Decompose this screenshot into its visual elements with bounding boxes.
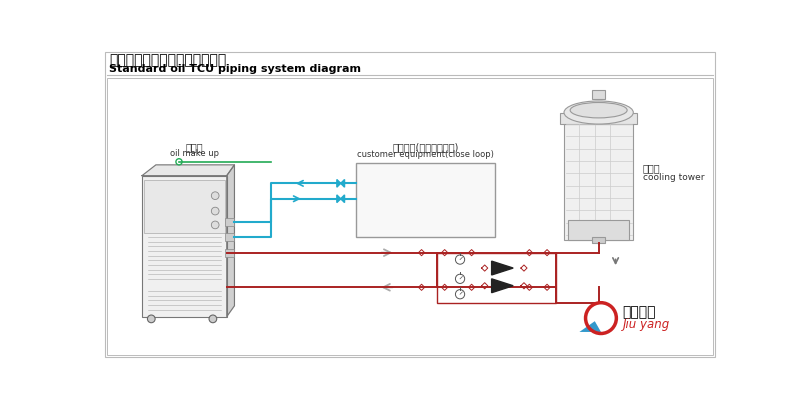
Ellipse shape: [570, 102, 627, 118]
Text: cooling tower: cooling tower: [642, 173, 704, 182]
Circle shape: [211, 221, 219, 229]
Polygon shape: [341, 179, 345, 187]
Polygon shape: [337, 179, 341, 187]
Bar: [356, 162, 494, 237]
Circle shape: [147, 315, 155, 323]
Circle shape: [455, 255, 465, 264]
Text: 久阳机械: 久阳机械: [622, 305, 656, 319]
Circle shape: [209, 315, 217, 323]
Bar: [107, 78, 713, 355]
Bar: [568, 220, 630, 240]
Bar: [564, 124, 634, 240]
Bar: [226, 233, 234, 241]
Bar: [226, 218, 234, 226]
Polygon shape: [142, 165, 234, 176]
Text: 標準油溫機外部管路連接參考圖: 標準油溫機外部管路連接參考圖: [109, 53, 226, 67]
Polygon shape: [226, 165, 234, 317]
Circle shape: [455, 290, 465, 299]
Bar: [226, 249, 234, 256]
Text: 客戶設備(需密閉承壓式): 客戶設備(需密閉承壓式): [392, 142, 458, 152]
Bar: [560, 113, 637, 124]
Text: Standard oil TCU piping system diagram: Standard oil TCU piping system diagram: [109, 64, 361, 74]
Circle shape: [211, 207, 219, 215]
Bar: [142, 176, 226, 317]
Bar: [143, 179, 226, 233]
Bar: [437, 253, 556, 303]
Polygon shape: [579, 321, 601, 332]
Polygon shape: [492, 279, 513, 293]
Polygon shape: [341, 195, 345, 202]
Ellipse shape: [564, 101, 634, 124]
Text: Jiu yang: Jiu yang: [622, 318, 670, 331]
Circle shape: [176, 159, 182, 165]
Text: 補油口: 補油口: [186, 142, 203, 152]
Circle shape: [211, 192, 219, 200]
Text: oil make up: oil make up: [170, 149, 219, 158]
Circle shape: [455, 274, 465, 283]
Text: 冷卻塔: 冷卻塔: [642, 163, 660, 173]
Bar: [593, 90, 605, 99]
Polygon shape: [492, 261, 513, 275]
Text: customer equipment(close loop): customer equipment(close loop): [357, 151, 494, 160]
Polygon shape: [337, 195, 341, 202]
Bar: [593, 237, 605, 243]
